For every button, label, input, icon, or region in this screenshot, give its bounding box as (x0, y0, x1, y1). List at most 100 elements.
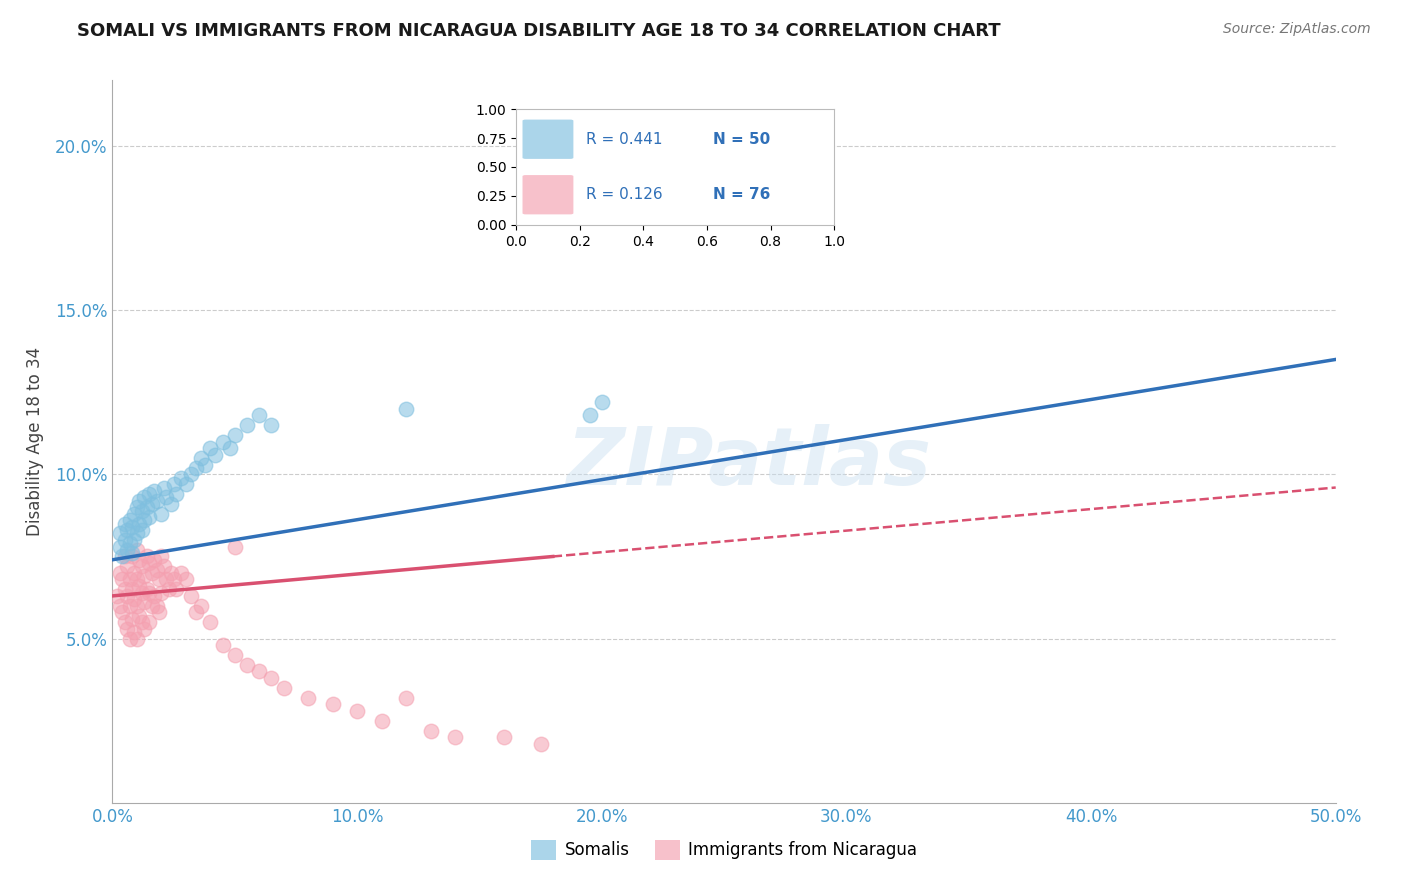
Text: ZIPatlas: ZIPatlas (567, 425, 931, 502)
Point (114, 615, 136, 630)
Point (115, 542, 138, 557)
Point (135, 500, 157, 515)
Point (118, 599, 141, 613)
Point (236, 418, 259, 433)
Point (125, 632, 148, 646)
Point (346, 704, 368, 718)
Point (111, 605, 134, 619)
Point (115, 559, 138, 574)
Point (297, 690, 319, 705)
Point (138, 510, 160, 524)
Point (134, 622, 156, 636)
Point (141, 599, 163, 613)
Point (200, 615, 222, 630)
Point (148, 573, 170, 587)
Point (118, 536, 141, 550)
Point (322, 698, 344, 712)
Point (114, 533, 136, 547)
Point (138, 487, 160, 501)
Point (145, 599, 167, 613)
Text: SOMALI VS IMMIGRANTS FROM NICARAGUA DISABILITY AGE 18 TO 34 CORRELATION CHART: SOMALI VS IMMIGRANTS FROM NICARAGUA DISA… (77, 22, 1001, 40)
Point (108, 566, 131, 580)
Point (247, 665, 270, 679)
Point (114, 516, 136, 531)
Point (145, 563, 167, 577)
Point (211, 434, 233, 449)
Point (131, 523, 153, 537)
Point (121, 549, 143, 564)
Point (128, 579, 150, 593)
Point (190, 599, 212, 613)
Point (128, 553, 150, 567)
Point (121, 612, 143, 626)
Point (121, 546, 143, 560)
Point (165, 487, 187, 501)
Point (444, 730, 467, 744)
Point (194, 458, 217, 472)
Point (150, 549, 173, 564)
Point (131, 503, 153, 517)
Point (190, 450, 212, 465)
Point (128, 516, 150, 531)
Point (143, 483, 166, 498)
Point (260, 418, 283, 433)
Point (273, 681, 295, 695)
Point (128, 493, 150, 508)
Point (121, 520, 143, 534)
Point (131, 585, 153, 599)
Point (125, 500, 148, 515)
Point (155, 491, 177, 505)
Point (125, 599, 148, 613)
Point (111, 549, 134, 564)
Point (174, 573, 197, 587)
Point (180, 467, 202, 482)
Point (157, 582, 180, 597)
Point (184, 460, 207, 475)
Point (180, 589, 202, 603)
Point (124, 566, 146, 580)
Point (204, 448, 226, 462)
Point (155, 573, 177, 587)
Point (108, 540, 131, 554)
Point (163, 573, 186, 587)
Point (160, 497, 183, 511)
Point (125, 526, 148, 541)
Point (124, 533, 146, 547)
Point (131, 615, 153, 630)
Point (115, 622, 138, 636)
Point (131, 559, 153, 574)
Point (115, 589, 138, 603)
Point (124, 625, 146, 640)
Point (419, 723, 441, 738)
Point (370, 714, 392, 728)
Point (143, 589, 166, 603)
Point (395, 401, 418, 416)
Point (153, 481, 176, 495)
Point (170, 566, 193, 580)
Point (591, 395, 613, 409)
Point (141, 566, 163, 580)
Legend: Somalis, Immigrants from Nicaragua: Somalis, Immigrants from Nicaragua (524, 833, 924, 867)
Point (125, 542, 148, 557)
Point (578, 409, 600, 423)
Point (219, 441, 242, 455)
Point (145, 493, 167, 508)
Point (118, 573, 141, 587)
Point (138, 615, 160, 630)
Point (160, 566, 183, 580)
Point (150, 585, 173, 599)
Point (141, 497, 163, 511)
Point (134, 595, 156, 609)
Point (224, 648, 246, 662)
Point (114, 549, 136, 564)
Point (529, 737, 551, 751)
Point (134, 491, 156, 505)
Point (118, 513, 141, 527)
Point (174, 477, 197, 491)
Point (108, 599, 131, 613)
Point (124, 507, 146, 521)
Point (211, 638, 233, 652)
Point (148, 605, 170, 619)
Point (134, 513, 156, 527)
Point (170, 470, 193, 484)
